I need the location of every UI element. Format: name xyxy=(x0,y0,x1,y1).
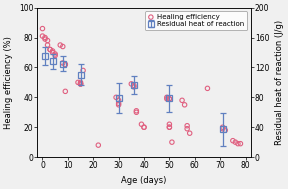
Healing efficiency xyxy=(63,63,68,66)
Healing efficiency xyxy=(43,36,47,39)
Healing efficiency xyxy=(40,35,45,38)
Healing efficiency xyxy=(50,50,55,53)
Healing efficiency xyxy=(167,126,172,129)
Healing efficiency xyxy=(116,102,121,105)
Healing efficiency xyxy=(238,142,243,145)
Healing efficiency xyxy=(76,81,80,84)
Healing efficiency xyxy=(182,103,187,106)
Healing efficiency xyxy=(43,38,47,41)
Healing efficiency xyxy=(45,43,50,46)
Healing efficiency xyxy=(220,126,225,129)
Healing efficiency xyxy=(230,139,235,142)
Healing efficiency xyxy=(116,99,121,102)
Healing efficiency xyxy=(132,84,136,87)
Healing efficiency xyxy=(164,97,169,100)
Healing efficiency xyxy=(170,141,174,144)
Healing efficiency xyxy=(50,51,55,54)
Healing efficiency xyxy=(53,54,58,57)
Healing efficiency xyxy=(60,61,65,64)
Healing efficiency xyxy=(116,103,121,106)
Healing efficiency xyxy=(142,126,146,129)
Healing efficiency xyxy=(167,97,172,100)
Healing efficiency xyxy=(78,81,83,84)
Healing efficiency xyxy=(180,99,184,102)
Healing efficiency xyxy=(53,53,58,56)
Healing efficiency xyxy=(60,45,65,48)
Healing efficiency xyxy=(134,109,139,112)
Healing efficiency xyxy=(139,123,144,126)
Healing efficiency xyxy=(220,127,225,130)
Healing efficiency xyxy=(223,129,228,132)
Healing efficiency xyxy=(132,85,136,88)
Healing efficiency xyxy=(167,97,172,100)
Healing efficiency xyxy=(45,39,50,42)
Healing efficiency xyxy=(205,87,210,90)
Healing efficiency xyxy=(164,96,169,99)
Healing efficiency xyxy=(78,82,83,85)
Healing efficiency xyxy=(58,43,62,46)
Healing efficiency xyxy=(185,127,190,130)
Healing efficiency xyxy=(134,111,139,114)
Healing efficiency xyxy=(63,63,68,66)
Healing efficiency xyxy=(63,90,68,93)
Healing efficiency xyxy=(187,132,192,135)
Healing efficiency xyxy=(236,142,240,145)
Healing efficiency xyxy=(167,123,172,126)
Healing efficiency xyxy=(142,126,146,129)
Healing efficiency xyxy=(233,141,238,144)
Legend: Healing efficiency, Residual heat of reaction: Healing efficiency, Residual heat of rea… xyxy=(145,11,247,30)
Healing efficiency xyxy=(81,69,85,72)
Healing efficiency xyxy=(78,82,83,85)
Healing efficiency xyxy=(96,144,101,147)
Y-axis label: Residual heat of reaction (J/g): Residual heat of reaction (J/g) xyxy=(275,20,284,145)
Y-axis label: Healing efficiency (%): Healing efficiency (%) xyxy=(4,36,13,129)
Healing efficiency xyxy=(185,124,190,127)
Healing efficiency xyxy=(78,82,83,85)
Healing efficiency xyxy=(48,48,52,51)
X-axis label: Age (days): Age (days) xyxy=(121,176,167,185)
Healing efficiency xyxy=(48,48,52,51)
Healing efficiency xyxy=(40,27,45,30)
Healing efficiency xyxy=(114,96,118,99)
Healing efficiency xyxy=(167,126,172,129)
Healing efficiency xyxy=(129,82,134,85)
